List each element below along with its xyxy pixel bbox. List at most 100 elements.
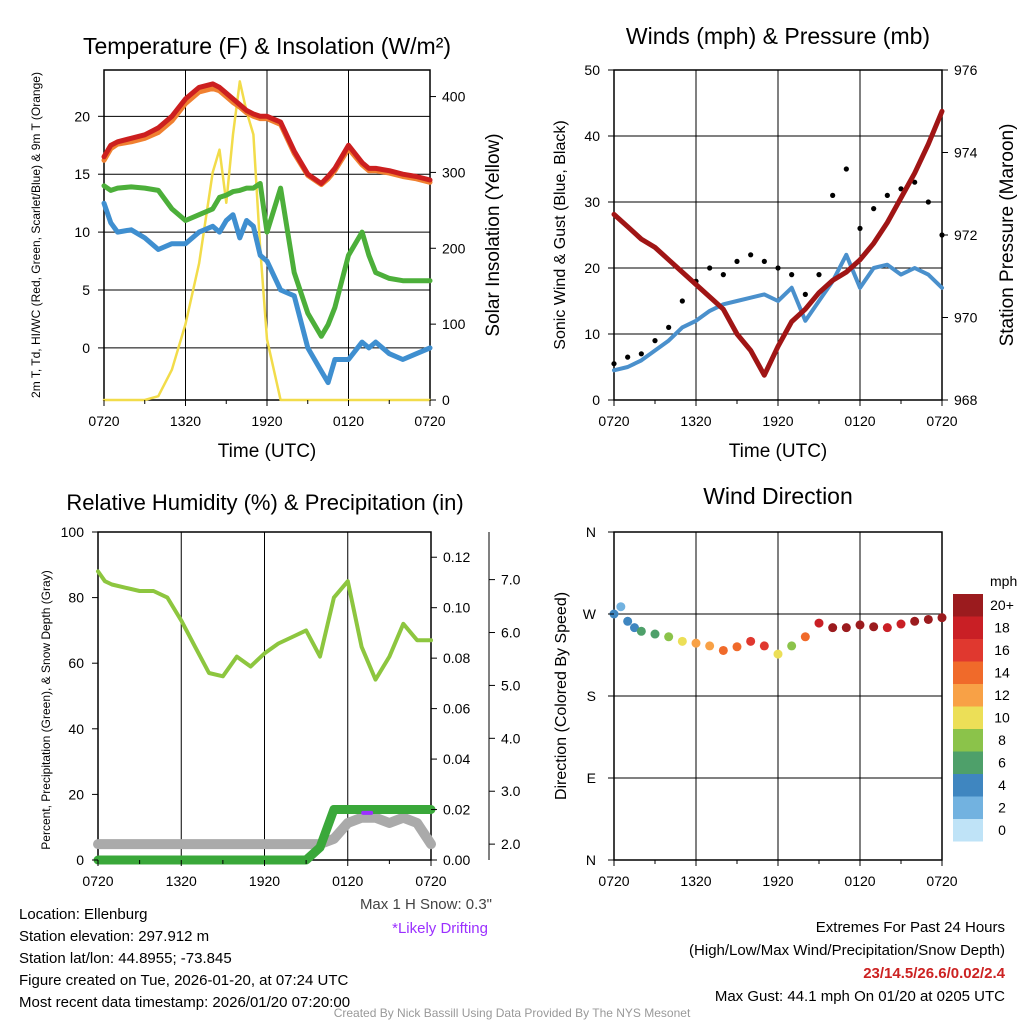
max-gust-text: Max Gust: 44.1 mph On 01/20 at 0205 UTC — [714, 988, 1005, 1005]
x-tick-label: 0720 — [598, 873, 629, 889]
wind-direction-point — [746, 636, 756, 646]
winds-panel: 0720 1320 1920 0120 0720 0 10 20 30 40 50 968 970 972… — [552, 23, 1018, 462]
x-tick-label: 0720 — [88, 413, 119, 429]
wind-direction-point — [800, 632, 810, 642]
y-tick-label: 60 — [68, 655, 84, 671]
y-tick-label: 100 — [61, 524, 85, 540]
temperature-xlabel: Time (UTC) — [218, 441, 317, 462]
y-tick-label: 0 — [82, 340, 90, 356]
snow-depth-tick-label: 6.0 — [501, 625, 521, 641]
x-tick-label: 0720 — [598, 413, 629, 429]
gust-point — [748, 252, 754, 258]
y-tick-label: 20 — [68, 786, 84, 802]
y-tick-label: 0 — [592, 392, 600, 408]
wind-direction-point — [773, 649, 783, 659]
x-tick-label: 0720 — [926, 873, 957, 889]
y-tick-label: 40 — [584, 128, 600, 144]
wind-direction-point — [650, 629, 660, 639]
y-tick-label: 20 — [74, 108, 90, 124]
gust-point — [816, 272, 822, 278]
humidity-panel: 0720 1320 1920 0120 0720 0 20 40 60 80 100 0.00 0.02… — [39, 490, 521, 889]
gust-point — [843, 166, 849, 172]
wind-direction-point — [705, 641, 715, 651]
y-tick-label: 80 — [68, 590, 84, 606]
gust-point — [884, 192, 890, 198]
x-tick-label: 1320 — [166, 873, 197, 889]
y-tick-label: 40 — [68, 721, 84, 737]
wind-direction-point — [787, 641, 797, 651]
legend-swatch — [953, 616, 983, 639]
x-tick-label: 0120 — [333, 413, 364, 429]
y-tick-label: 15 — [74, 166, 90, 182]
latlon-text: Station lat/lon: 44.8955; -73.845 — [19, 950, 232, 967]
wind-direction-point — [882, 623, 892, 633]
x-tick-label: 1920 — [251, 413, 282, 429]
snow-depth-tick-label: 5.0 — [501, 677, 521, 693]
wind-direction-point — [923, 614, 933, 624]
legend-swatch — [953, 729, 983, 752]
temperature-ylabel: 2m T, Td, HI/WC (Red, Green, Scarlet/Blu… — [29, 72, 43, 398]
temperature-title: Temperature (F) & Insolation (W/m²) — [83, 33, 451, 59]
gust-point — [898, 186, 904, 192]
x-tick-label: 0720 — [82, 873, 113, 889]
snow-depth-line — [93, 812, 436, 850]
drifting-note: *Likely Drifting — [392, 920, 488, 937]
precipitation-line — [93, 805, 436, 865]
gust-point — [761, 258, 767, 264]
direction-tick-label: E — [587, 770, 596, 786]
gust-point — [912, 179, 918, 185]
winds-xlabel: Time (UTC) — [729, 441, 828, 462]
wind-direction-point — [937, 613, 947, 623]
station-info: Location: Ellenburg Station elevation: 2… — [19, 904, 350, 1014]
x-tick-label: 0720 — [415, 873, 446, 889]
gust-point — [802, 291, 808, 297]
relative-humidity-line — [96, 569, 433, 682]
legend-swatch — [953, 751, 983, 774]
gust-point — [638, 351, 644, 357]
wind-direction-ylabel: Direction (Colored By Speed) — [553, 592, 570, 800]
wind-direction-point — [896, 619, 906, 629]
wind-direction-point — [814, 618, 824, 628]
legend-swatch — [953, 706, 983, 729]
insolation-tick-label: 0 — [442, 392, 450, 408]
x-tick-label: 1920 — [762, 873, 793, 889]
pressure-tick-label: 968 — [954, 392, 978, 408]
humidity-ylabel: Percent, Precipitation (Green), & Snow D… — [39, 570, 53, 849]
insolation-tick-label: 300 — [442, 164, 466, 180]
insolation-tick-label: 200 — [442, 240, 466, 256]
sonic-wind-line — [612, 252, 944, 373]
gust-point — [652, 338, 658, 344]
pressure-tick-label: 976 — [954, 62, 978, 78]
pressure-tick-label: 972 — [954, 227, 978, 243]
temperature-panel: 0720 1320 1920 0120 072005101520010020030040… — [29, 33, 504, 462]
gust-point — [775, 265, 781, 271]
legend-swatch — [953, 639, 983, 662]
gust-point — [734, 258, 740, 264]
extremes-heading: Extremes For Past 24 Hours — [815, 919, 1005, 936]
x-tick-label: 1920 — [762, 413, 793, 429]
y-tick-label: 10 — [584, 326, 600, 342]
y-tick-label: 0 — [76, 852, 84, 868]
x-tick-label: 1320 — [170, 413, 201, 429]
wind-direction-point — [869, 622, 879, 632]
y-tick-label: 30 — [584, 194, 600, 210]
extremes-subheading: (High/Low/Max Wind/Precipitation/Snow De… — [689, 942, 1005, 959]
gust-point — [720, 272, 726, 278]
temperature-ylabel-right: Solar Insolation (Yellow) — [483, 133, 504, 336]
2m-t-line — [101, 81, 433, 186]
precip-tick-label: 0.06 — [443, 701, 470, 717]
extremes-values: 23/14.5/26.6/0.02/2.4 — [863, 965, 1005, 982]
wind-direction-point — [691, 638, 701, 648]
hi-wc-line — [101, 200, 433, 386]
gust-point — [666, 324, 672, 330]
credit-text: Created By Nick Bassill Using Data Provi… — [333, 1006, 691, 1020]
legend-title: mph — [990, 573, 1017, 589]
location-text: Location: Ellenburg — [19, 906, 148, 923]
precip-tick-label: 0.12 — [443, 549, 470, 565]
x-tick-label: 0720 — [926, 413, 957, 429]
y-tick-label: 5 — [82, 282, 90, 298]
legend-label: 8 — [998, 732, 1006, 748]
pressure-tick-label: 974 — [954, 145, 978, 161]
